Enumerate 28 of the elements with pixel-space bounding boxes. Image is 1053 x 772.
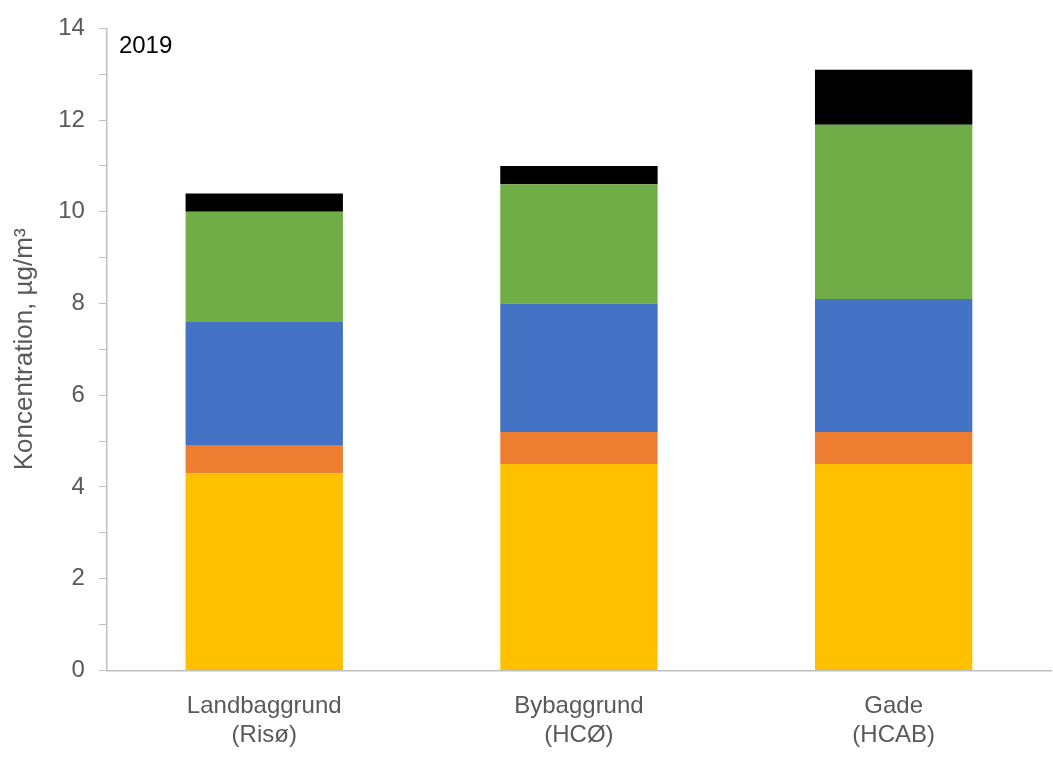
y-tick-label: 2 (71, 563, 85, 591)
y-axis-title: Koncentration, µg/m³ (7, 228, 38, 471)
bar (814, 431, 973, 465)
bar (814, 464, 973, 670)
bar (185, 445, 343, 474)
bar (500, 303, 658, 432)
y-tick-label: 14 (58, 13, 85, 41)
bar (185, 193, 343, 212)
annotation: 2019 (118, 31, 173, 59)
bar (185, 211, 343, 322)
bar (500, 184, 658, 304)
bar (185, 321, 343, 446)
bar (500, 431, 658, 465)
y-tick-label: 10 (58, 196, 85, 224)
x-tick-label: Bybaggrund (HCØ) (514, 691, 644, 748)
y-tick-label: 6 (71, 379, 85, 407)
bar (185, 473, 343, 670)
bar (814, 298, 973, 432)
x-tick-label: Gade (HCAB) (852, 691, 935, 748)
bar (500, 464, 658, 670)
bar (500, 165, 658, 185)
y-tick-label: 8 (71, 288, 85, 316)
y-tick-label: 4 (71, 471, 85, 499)
y-tick-label: 12 (58, 104, 85, 132)
x-tick-label: Landbaggrund (Risø) (186, 691, 342, 748)
bar (814, 124, 973, 299)
bar (814, 69, 973, 125)
y-tick-label: 0 (71, 655, 85, 683)
